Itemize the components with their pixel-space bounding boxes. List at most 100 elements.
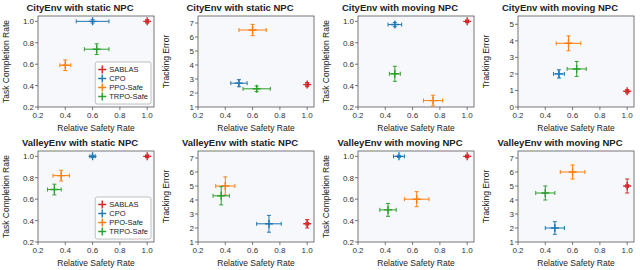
y-tick-label: 0.2 — [343, 238, 355, 247]
x-tick-label: 0.8 — [434, 111, 446, 120]
y-tick — [515, 24, 518, 25]
point — [555, 70, 563, 78]
point — [391, 70, 399, 78]
series — [143, 152, 151, 160]
point — [429, 97, 437, 105]
panel: 0.20.40.60.81.00.20.40.60.81.0CityEnv wi… — [1, 2, 154, 133]
x-tick-label: 0.8 — [274, 111, 286, 120]
series — [257, 215, 282, 232]
x-tick — [65, 242, 66, 245]
plot-frame — [198, 151, 314, 242]
x-tick — [307, 242, 308, 245]
x-axis-label: Relative Safety Rate — [217, 123, 295, 133]
x-tick — [385, 107, 386, 110]
point — [623, 182, 631, 190]
x-tick-label: 0.8 — [274, 246, 286, 255]
x-tick-label: 0.2 — [352, 246, 364, 255]
point — [623, 87, 631, 95]
series — [553, 70, 564, 78]
x-tick — [385, 242, 386, 245]
x-tick — [198, 107, 199, 110]
x-tick — [38, 107, 39, 110]
y-tick-label: 3 — [190, 210, 195, 219]
y-tick-label: 4 — [190, 196, 195, 205]
point — [93, 45, 101, 53]
x-axis-label: Relative Safety Rate — [57, 258, 135, 268]
x-tick-label: 0.2 — [32, 111, 44, 120]
legend: SABLASCPOPPO-SafeTRPO-Safe — [95, 62, 151, 104]
x-tick-label: 0.6 — [247, 111, 259, 120]
y-tick-label: 0.4 — [23, 82, 35, 91]
y-tick — [195, 23, 198, 24]
point — [551, 224, 559, 232]
x-tick-label: 0.6 — [407, 246, 419, 255]
panel: 0.20.40.60.81.00.20.40.60.81.0ValleyEnv … — [1, 137, 154, 268]
point — [395, 152, 403, 160]
y-tick-label: 0.2 — [23, 103, 35, 112]
y-tick — [355, 177, 358, 178]
x-tick-label: 0.4 — [380, 111, 392, 120]
y-tick — [355, 42, 358, 43]
plot-frame — [38, 16, 154, 107]
y-tick-label: 0.4 — [343, 82, 355, 91]
legend-label: PPO-Safe — [109, 218, 143, 227]
legend-marker — [98, 219, 106, 227]
y-tick — [195, 200, 198, 201]
y-tick-label: 0.6 — [23, 60, 35, 69]
series — [536, 186, 555, 200]
x-tick — [439, 242, 440, 245]
point — [57, 172, 65, 180]
x-tick-label: 0.2 — [512, 111, 524, 120]
series — [463, 152, 471, 160]
y-tick — [515, 200, 518, 201]
y-tick-label: 5 — [510, 182, 515, 191]
y-axis-label: Tracking Error — [161, 170, 171, 224]
figure: 0.20.40.60.81.00.20.40.60.81.0CityEnv wi… — [0, 0, 640, 270]
title: ValleyEnv with static NPC — [22, 137, 138, 148]
point — [391, 21, 399, 29]
series — [84, 44, 109, 55]
data-area — [380, 152, 471, 216]
x-tick-label: 0.4 — [220, 111, 232, 120]
point — [143, 152, 151, 160]
y-tick-label: 0.4 — [343, 217, 355, 226]
plot-frame — [518, 16, 634, 107]
legend-label: TRPO-Safe — [109, 227, 148, 236]
y-tick — [515, 214, 518, 215]
point — [265, 220, 273, 228]
x-axis-label: Relative Safety Rate — [217, 258, 295, 268]
point — [50, 186, 58, 194]
series — [143, 17, 151, 25]
y-tick-label: 6 — [510, 168, 515, 177]
data-area — [231, 24, 311, 92]
x-tick — [358, 242, 359, 245]
y-tick — [195, 158, 198, 159]
x-tick-label: 0.8 — [434, 246, 446, 255]
x-tick-label: 0.4 — [60, 111, 72, 120]
y-tick-label: 1 — [190, 238, 195, 247]
y-tick — [515, 242, 518, 243]
y-tick — [355, 220, 358, 221]
x-tick-label: 0.4 — [540, 246, 552, 255]
y-tick — [195, 172, 198, 173]
y-tick-label: 1.0 — [343, 152, 355, 161]
x-tick — [572, 242, 573, 245]
legend-label: SABLAS — [109, 200, 138, 209]
plot-frame — [198, 16, 314, 107]
y-tick-label: 0.6 — [23, 195, 35, 204]
y-tick — [35, 242, 38, 243]
x-tick — [65, 107, 66, 110]
y-tick-label: 0 — [510, 103, 515, 112]
y-tick — [195, 186, 198, 187]
panel: 0.20.40.60.81.00.20.40.60.81.0ValleyEnv … — [321, 137, 474, 268]
y-tick — [515, 107, 518, 108]
series — [213, 187, 229, 205]
y-tick-label: 4 — [510, 37, 515, 46]
y-tick — [195, 228, 198, 229]
panel: 0.20.40.60.81.0012345CityEnv with moving… — [481, 2, 634, 133]
x-tick-label: 0.4 — [540, 111, 552, 120]
x-tick-label: 0.8 — [114, 246, 126, 255]
series — [303, 220, 311, 228]
y-tick-label: 2 — [510, 70, 515, 79]
series — [76, 17, 109, 25]
